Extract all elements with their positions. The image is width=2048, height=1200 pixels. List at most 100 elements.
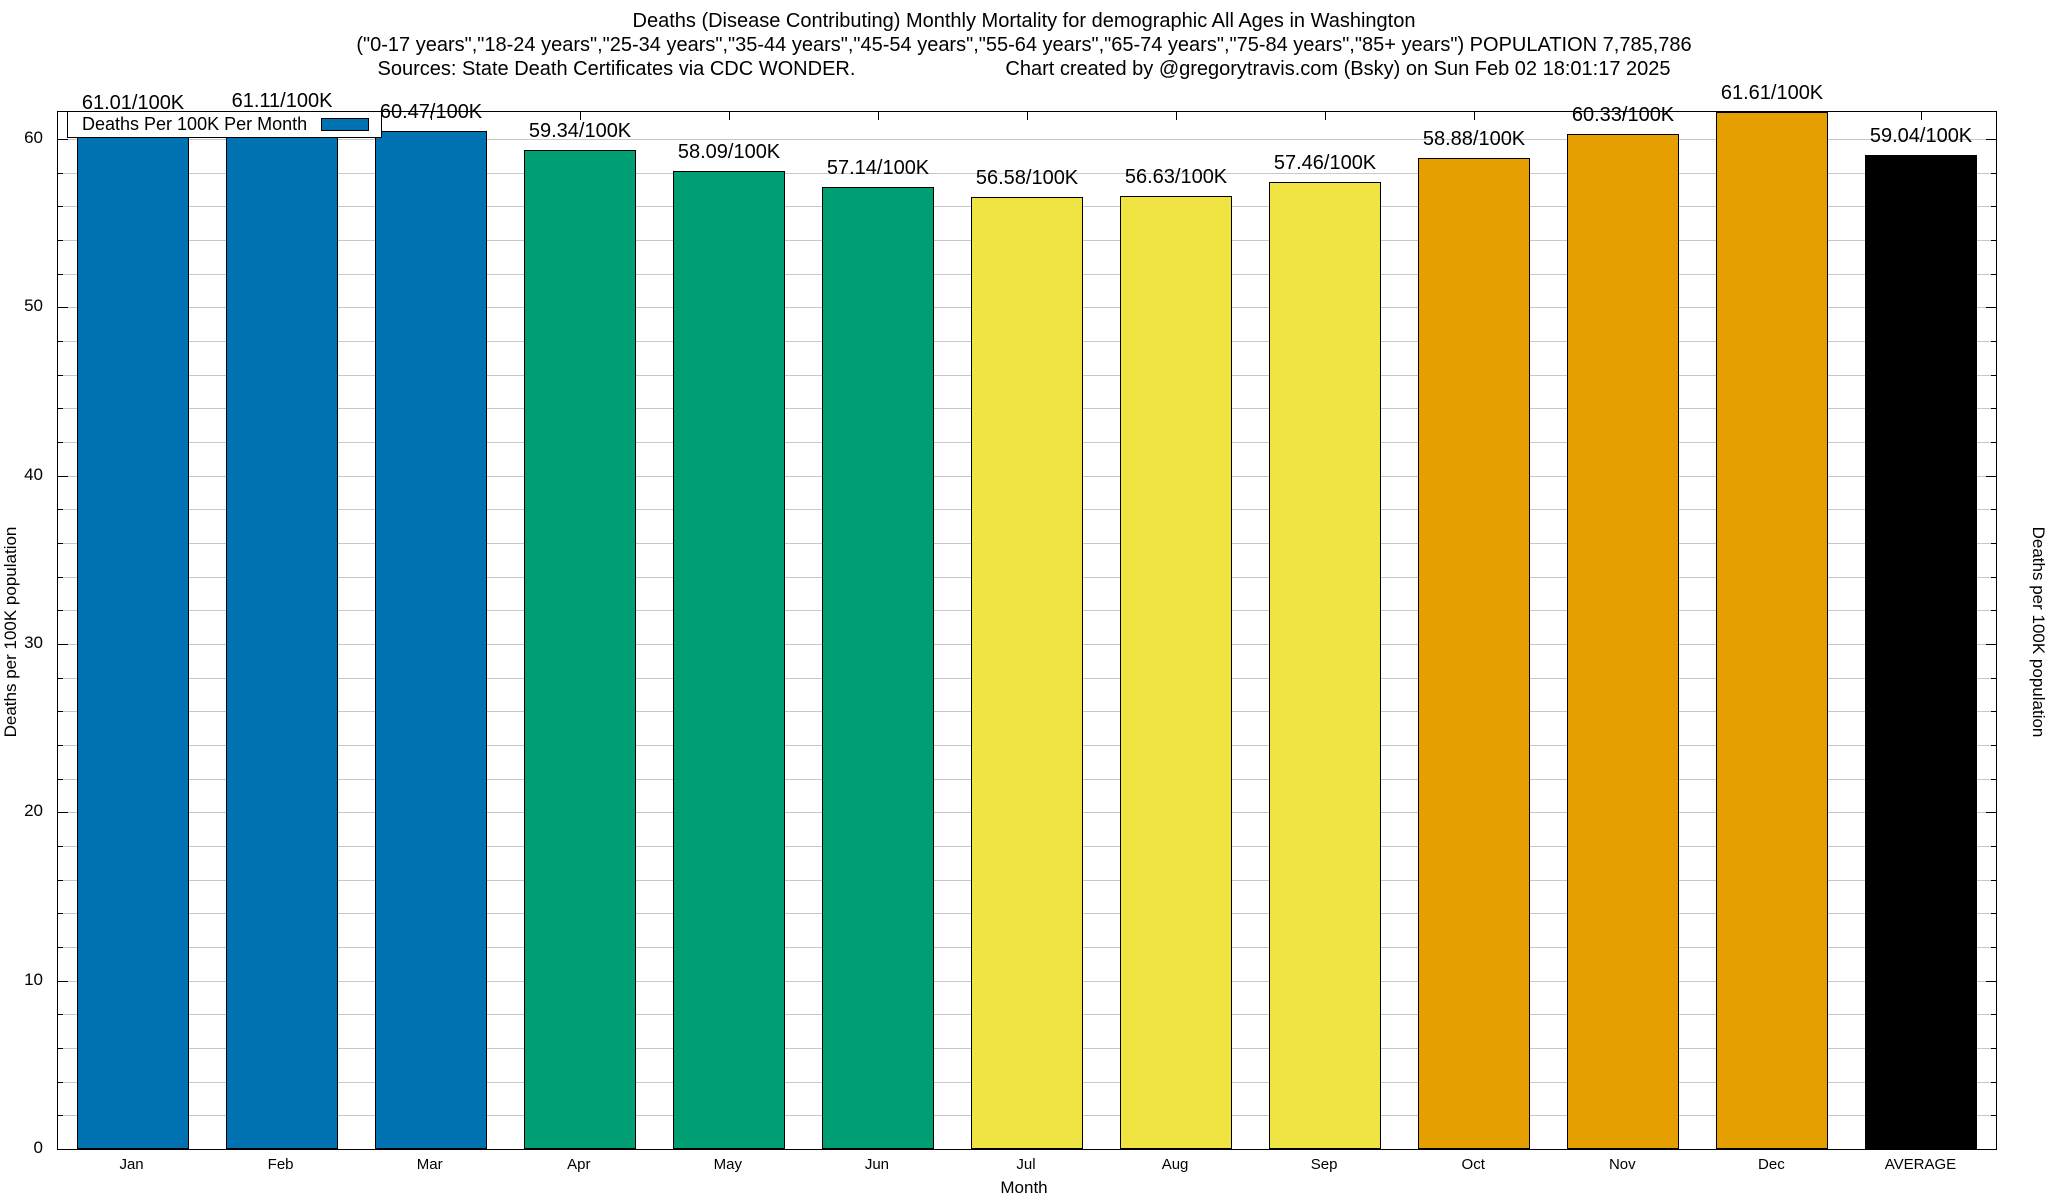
bar-value-label: 60.33/100K [1571, 104, 1675, 126]
bar-sep [1269, 182, 1381, 1149]
y-axis-tick [58, 778, 63, 780]
bar-may [673, 171, 785, 1149]
y-axis-tick [58, 879, 63, 881]
y-axis-tick [58, 980, 68, 982]
source-note: Sources: State Death Certificates via CD… [377, 58, 856, 80]
y-axis-tick [1986, 644, 1996, 646]
x-tick-label-jul: Jul [1016, 1156, 1036, 1173]
bar-value-label: 61.01/100K [81, 92, 185, 114]
y-axis-tick [1991, 543, 1996, 545]
bar-value-label: 56.58/100K [975, 167, 1079, 189]
y-axis-tick [1991, 947, 1996, 949]
x-tick-label-mar: Mar [416, 1156, 443, 1173]
chart-title: Deaths (Disease Contributing) Monthly Mo… [632, 10, 1416, 32]
legend-label: Deaths Per 100K Per Month [82, 114, 308, 134]
x-tick-label-apr: Apr [567, 1156, 591, 1173]
y-axis-tick [1991, 1115, 1996, 1117]
y-axis-tick [58, 576, 63, 578]
y-axis-tick [58, 610, 63, 612]
y-axis-tick [1986, 475, 1996, 477]
y-axis-tick [1991, 1048, 1996, 1049]
y-axis-tick [58, 273, 63, 275]
y-axis-tick [1986, 307, 1996, 309]
y-axis-tick [58, 543, 63, 545]
bar-jan [77, 122, 189, 1149]
y-axis-tick [1991, 206, 1996, 208]
y-axis-tick [1991, 273, 1996, 275]
y-axis-tick [1991, 240, 1996, 242]
bar-oct [1418, 158, 1530, 1149]
bar-nov [1567, 134, 1679, 1149]
bar-value-label: 60.47/100K [379, 101, 483, 123]
credit-note: Chart created by @gregorytravis.com (Bsk… [1005, 58, 1671, 80]
y-axis-tick [58, 1081, 63, 1083]
y-axis-tick [1986, 980, 1996, 982]
bar-value-label: 61.11/100K [231, 90, 333, 112]
y-axis-tick [1986, 139, 1996, 141]
y-axis-tick [58, 745, 63, 747]
x-tick-label-jan: Jan [119, 1156, 144, 1173]
y-axis-tick [58, 172, 63, 174]
y-axis-tick [58, 846, 63, 848]
gridline [58, 139, 1996, 141]
y-axis-tick [58, 139, 68, 141]
x-axis-top-tick [1474, 112, 1475, 120]
y-axis-tick [1991, 341, 1996, 343]
y-tick-label: 50 [24, 296, 43, 316]
y-axis-tick [58, 644, 68, 646]
bar-value-label: 59.34/100K [528, 120, 632, 142]
y-axis-tick [1991, 172, 1996, 174]
chart-subtitle: ("0-17 years","18-24 years","25-34 years… [356, 34, 1692, 56]
bar-jul [971, 197, 1083, 1149]
y-axis-tick [58, 408, 63, 410]
x-axis-top-tick [1325, 112, 1326, 120]
legend-swatch-icon [321, 118, 370, 131]
x-axis-top-tick [878, 112, 879, 120]
y-axis-tick [1991, 677, 1996, 679]
y-axis-tick [1991, 509, 1996, 511]
x-axis-top-tick [580, 112, 581, 120]
y-axis-tick [58, 307, 68, 309]
y-axis-tick [58, 947, 63, 949]
y-tick-label: 30 [24, 633, 43, 653]
x-tick-label-sep: Sep [1310, 1156, 1338, 1173]
y-tick-label: 20 [24, 801, 43, 821]
bar-value-label: 56.63/100K [1124, 166, 1228, 188]
gridline [58, 172, 1996, 174]
y-axis-tick [58, 1014, 63, 1016]
y-axis-tick [1991, 408, 1996, 410]
x-tick-label-dec: Dec [1758, 1156, 1785, 1173]
y-axis-tick [58, 1048, 63, 1049]
y-axis-tick [1991, 610, 1996, 612]
y-axis-tick [1991, 442, 1996, 444]
x-axis-title: Month [1000, 1178, 1048, 1197]
x-axis-top-tick [431, 112, 432, 120]
x-axis-top-tick [1027, 112, 1028, 120]
y-axis-tick [58, 442, 63, 444]
y-axis-tick [1991, 576, 1996, 578]
y-axis-tick [58, 711, 63, 713]
bar-jun [822, 187, 934, 1149]
bar-aug [1120, 196, 1232, 1149]
x-tick-label-oct: Oct [1461, 1156, 1485, 1173]
bar-value-label: 57.14/100K [826, 157, 930, 179]
y-axis-tick [1991, 879, 1996, 881]
x-tick-label-aug: Aug [1161, 1156, 1189, 1173]
y-axis-label-right: Deaths per 100K population [2029, 526, 2048, 738]
plot-area: Deaths Per 100K Per Month 61.01/100K 61.1… [57, 82, 1997, 1150]
y-tick-label: 10 [24, 969, 43, 989]
x-axis-top-tick [1921, 112, 1922, 120]
y-tick-label: 60 [24, 128, 43, 148]
y-axis-tick [58, 374, 63, 376]
bar-value-label: 58.88/100K [1422, 128, 1526, 150]
y-axis-tick [58, 509, 63, 511]
y-axis-tick [58, 1115, 63, 1117]
y-axis-tick [1991, 745, 1996, 747]
y-axis-tick [58, 677, 63, 679]
x-tick-label-average: AVERAGE [1884, 1156, 1957, 1173]
bar-value-label: 59.04/100K [1869, 125, 1973, 147]
y-axis-label-left: Deaths per 100K population [1, 526, 20, 738]
bar-value-label: 61.61/100K [1720, 82, 1824, 104]
y-axis-tick [58, 341, 63, 343]
